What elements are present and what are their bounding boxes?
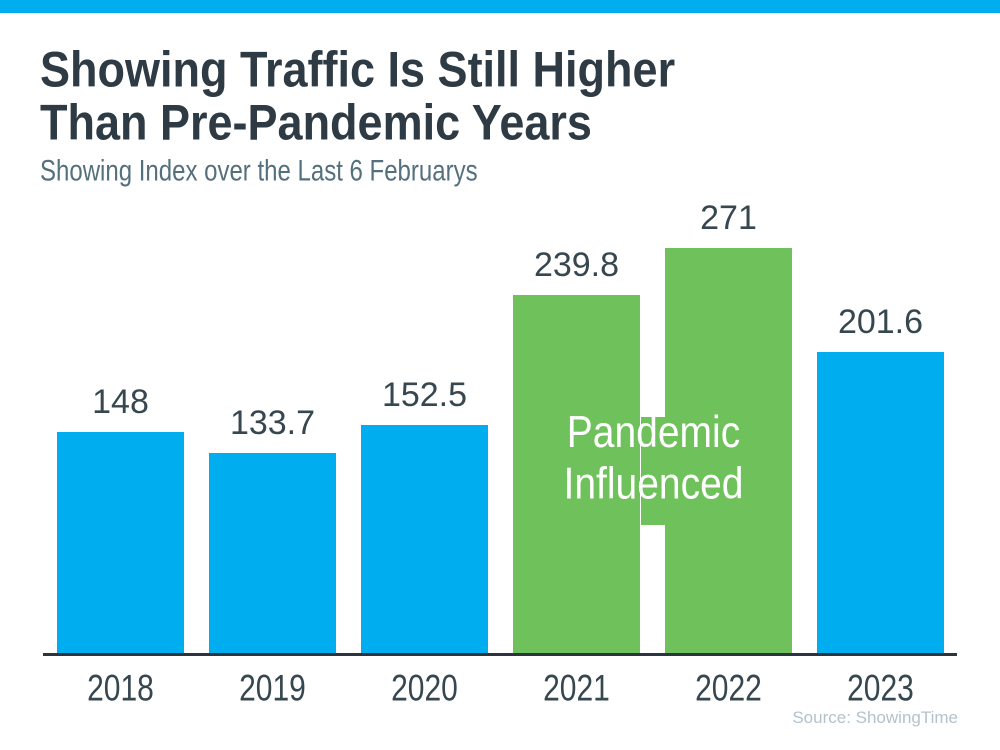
bar-2018 (57, 432, 184, 653)
bar-value-label-2023: 201.6 (837, 303, 924, 341)
x-axis-label-2023: 2023 (847, 668, 914, 710)
bar-value-label-2018: 148 (92, 383, 149, 421)
bar-2020 (361, 425, 488, 653)
x-axis-label-2020: 2020 (391, 668, 458, 710)
x-axis-label-2022: 2022 (695, 668, 762, 710)
plot-area: Pandemic Influenced 148 133.7 152.5 239.8 271… (57, 199, 945, 653)
bar-2022 (665, 248, 792, 653)
bar-2019 (209, 453, 336, 653)
chart-subtitle: Showing Index over the Last 6 Februarys (40, 154, 478, 188)
x-axis-label-2019: 2019 (239, 668, 306, 710)
x-axis-label-2021: 2021 (543, 668, 610, 710)
pandemic-label-line2: Influenced (563, 459, 744, 509)
top-accent-bar (0, 0, 1000, 13)
bar-value-label-2022: 271 (700, 199, 757, 237)
chart-title-line1: Showing Traffic Is Still Higher (40, 40, 676, 98)
source-credit: Source: ShowingTime (792, 708, 958, 727)
chart-title-line2: Than Pre-Pandemic Years (40, 93, 592, 151)
bar-2021 (513, 295, 640, 653)
pandemic-influenced-label: Pandemic Influenced (514, 407, 793, 511)
x-axis-line (43, 653, 957, 656)
pandemic-group-bridge (641, 417, 666, 525)
bar-value-label-2021: 239.8 (533, 246, 620, 284)
bar-value-label-2020: 152.5 (381, 376, 468, 414)
bar-value-label-2019: 133.7 (229, 404, 316, 442)
bar-2023 (817, 352, 944, 653)
chart-title: Showing Traffic Is Still Higher Than Pre-… (40, 43, 675, 148)
pandemic-label-line1: Pandemic (566, 407, 741, 458)
x-axis-label-2018: 2018 (87, 668, 154, 710)
